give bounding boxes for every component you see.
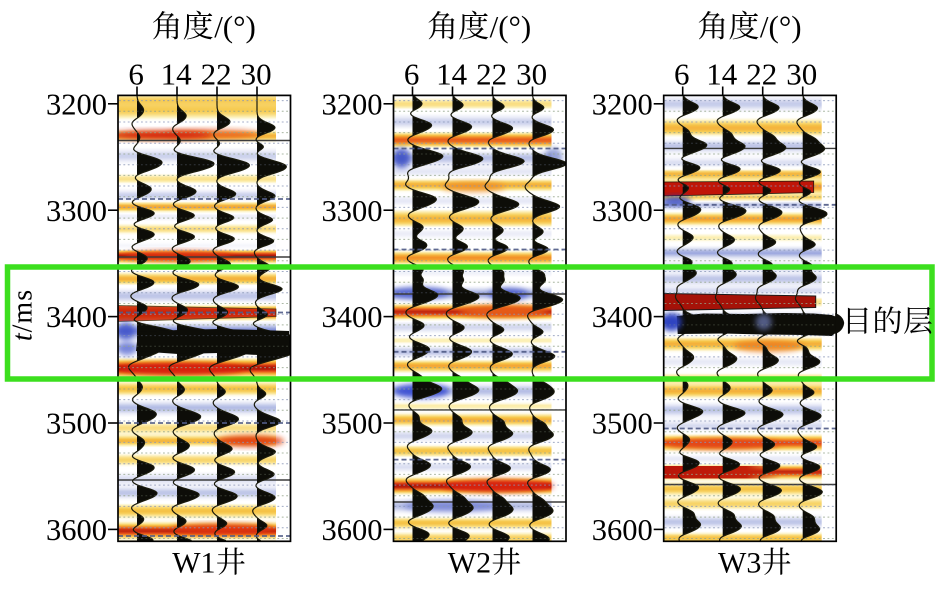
- svg-text:14: 14: [706, 57, 738, 92]
- svg-text:6: 6: [404, 57, 420, 92]
- svg-text:3200: 3200: [592, 87, 653, 121]
- svg-text:/(°): /(°): [490, 9, 532, 44]
- svg-text:3400: 3400: [322, 300, 383, 334]
- svg-text:3500: 3500: [592, 407, 653, 441]
- svg-text:22: 22: [201, 57, 232, 92]
- svg-text:3500: 3500: [46, 407, 107, 441]
- svg-text:22: 22: [746, 57, 777, 92]
- svg-text:3300: 3300: [592, 194, 653, 228]
- svg-text:W2: W2: [448, 547, 491, 580]
- svg-text:3500: 3500: [322, 407, 383, 441]
- svg-text:W3: W3: [718, 547, 761, 580]
- svg-text:22: 22: [476, 57, 507, 92]
- svg-text:/(°): /(°): [214, 9, 256, 44]
- svg-text:3400: 3400: [46, 300, 107, 334]
- svg-text:3600: 3600: [592, 513, 653, 547]
- svg-text:30: 30: [786, 57, 817, 92]
- svg-text:3200: 3200: [322, 87, 383, 121]
- svg-text:3200: 3200: [46, 87, 107, 121]
- svg-text:/(°): /(°): [760, 9, 802, 44]
- svg-text:6: 6: [128, 57, 144, 92]
- svg-text:t/ms: t/ms: [8, 289, 39, 341]
- svg-text:30: 30: [241, 57, 272, 92]
- svg-text:3300: 3300: [46, 194, 107, 228]
- svg-text:6: 6: [674, 57, 690, 92]
- svg-text:3300: 3300: [322, 194, 383, 228]
- svg-text:14: 14: [161, 57, 193, 92]
- svg-text:3600: 3600: [322, 513, 383, 547]
- svg-text:3400: 3400: [592, 300, 653, 334]
- svg-text:3600: 3600: [46, 513, 107, 547]
- svg-text:W1: W1: [172, 547, 215, 580]
- svg-text:14: 14: [436, 57, 468, 92]
- svg-text:30: 30: [516, 57, 547, 92]
